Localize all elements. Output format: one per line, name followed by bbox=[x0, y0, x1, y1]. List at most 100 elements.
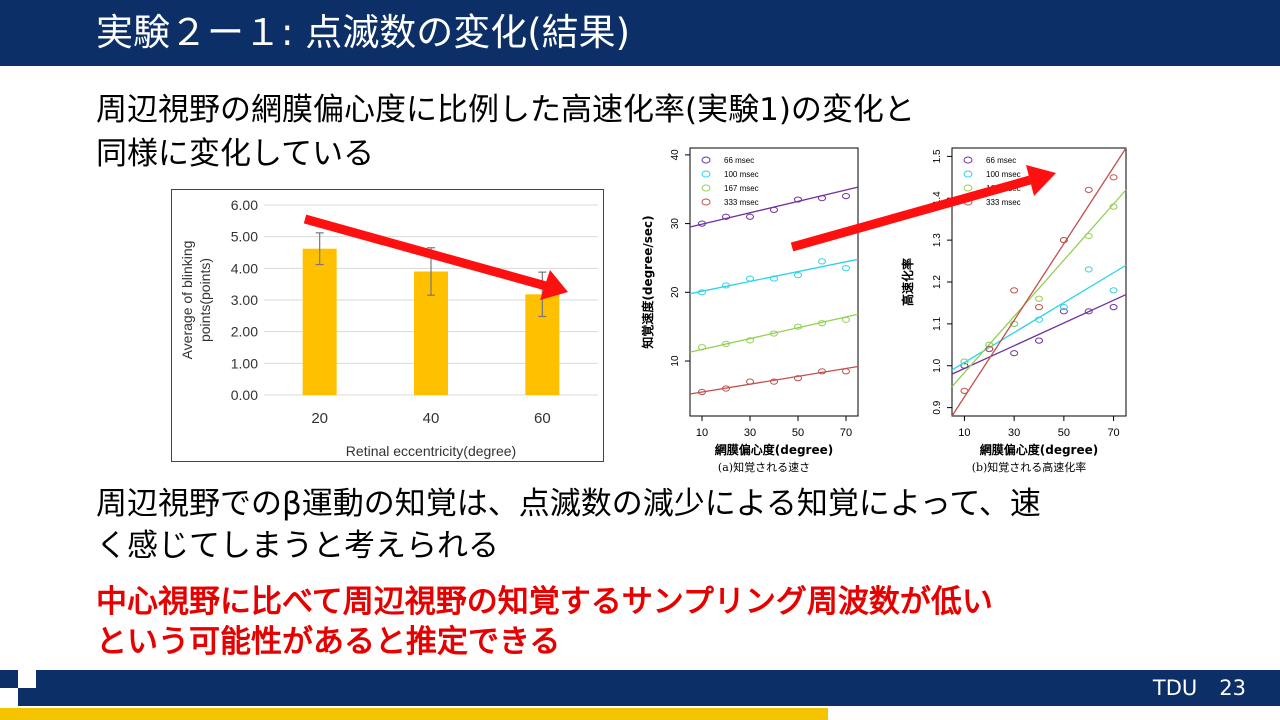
blinking-points-bar-chart: 0.00 1.00 2.00 3.00 4.00 5.00 6.00 20 40 60 Retina… bbox=[171, 189, 604, 462]
y-tick-label: 6.00 bbox=[231, 197, 258, 213]
x-axis-label: 網膜偏心度(degree) bbox=[980, 442, 1098, 457]
x-tick-label: 70 bbox=[840, 427, 852, 439]
data-point bbox=[1035, 304, 1043, 311]
x-tick-label: 70 bbox=[1107, 427, 1119, 439]
legend-marker bbox=[963, 156, 973, 164]
data-point bbox=[1059, 237, 1068, 244]
data-point bbox=[746, 378, 754, 385]
footer-accent-stripe bbox=[0, 708, 828, 720]
legend-marker bbox=[701, 198, 711, 206]
fit-line bbox=[951, 147, 1127, 417]
fit-line bbox=[689, 313, 859, 353]
page-number: 23 bbox=[1219, 676, 1246, 700]
data-point bbox=[698, 388, 706, 396]
data-point bbox=[1059, 304, 1068, 311]
slide-title: 実験２ー１: 点滅数の変化(結果) bbox=[96, 11, 631, 54]
data-point bbox=[746, 275, 754, 282]
data-point bbox=[770, 378, 778, 385]
data-point bbox=[842, 368, 850, 375]
data-point bbox=[698, 289, 706, 296]
y-tick-label: 2.00 bbox=[231, 324, 258, 340]
data-point bbox=[842, 193, 850, 200]
y-axis-label: points(points) bbox=[197, 258, 213, 342]
data-point bbox=[1035, 316, 1043, 323]
x-tick-label: 10 bbox=[958, 427, 970, 439]
legend-label: 100 msec bbox=[986, 170, 1021, 179]
x-tick-label: 40 bbox=[423, 410, 440, 427]
data-point bbox=[746, 337, 754, 344]
data-point bbox=[960, 387, 969, 394]
data-point bbox=[1109, 203, 1118, 210]
data-point bbox=[1084, 266, 1093, 273]
data-point bbox=[722, 385, 730, 392]
y-tick-label: 1.3 bbox=[932, 233, 943, 247]
data-point bbox=[794, 375, 802, 382]
y-axis-label: 知覚速度(degree/sec) bbox=[640, 215, 655, 349]
footer-square-decoration bbox=[0, 670, 18, 688]
y-tick-label: 1.2 bbox=[932, 275, 943, 289]
legend-label: 66 msec bbox=[724, 156, 754, 165]
data-point bbox=[1109, 287, 1118, 294]
y-tick-label: 4.00 bbox=[231, 260, 258, 276]
data-point bbox=[1109, 304, 1118, 311]
footer-bar bbox=[36, 670, 1280, 706]
data-point bbox=[698, 220, 706, 227]
y-tick-label: 0.9 bbox=[932, 400, 943, 414]
data-point bbox=[746, 213, 754, 220]
legend-label: 100 msec bbox=[724, 170, 759, 179]
data-point bbox=[842, 316, 850, 323]
interpretation-line1: 周辺視野でのβ運動の知覚は、点滅数の減少による知覚によって、速 bbox=[96, 486, 1041, 522]
legend-marker bbox=[963, 184, 973, 192]
data-point bbox=[1084, 308, 1093, 315]
finding-text-line2: 同様に変化している bbox=[96, 136, 375, 172]
finding-text-line1: 周辺視野の網膜偏心度に比例した高速化率(実験1)の変化と bbox=[96, 92, 915, 128]
data-point bbox=[818, 258, 826, 265]
legend-label: 167 msec bbox=[724, 184, 759, 193]
speedup-rate-scatter: 10 30 50 70 0.9 1.0 1.1 1.2 1.3 1.4 1.5 66 msec 100 … bbox=[900, 147, 1127, 474]
conclusion-line2: という可能性があると推定できる bbox=[96, 624, 561, 660]
x-tick-label: 50 bbox=[1058, 427, 1070, 439]
legend-marker bbox=[963, 198, 973, 206]
data-point bbox=[722, 340, 730, 347]
x-axis-label: Retinal eccentricity(degree) bbox=[346, 443, 516, 459]
y-axis-label-group: Average of blinking points(points) bbox=[179, 241, 213, 360]
conclusion-line1: 中心視野に比べて周辺視野の知覚するサンプリング周波数が低い bbox=[96, 584, 993, 620]
y-tick-label: 1.0 bbox=[932, 358, 943, 372]
y-tick-label: 10 bbox=[670, 355, 681, 367]
y-tick-label: 1.5 bbox=[932, 149, 943, 163]
legend-marker bbox=[701, 156, 711, 164]
figure-caption: (a)知覚される速さ bbox=[718, 460, 810, 474]
x-tick-label: 20 bbox=[311, 410, 328, 427]
bar bbox=[302, 248, 337, 395]
legend-label: 333 msec bbox=[986, 198, 1021, 207]
figure-caption: (b)知覚される高速化率 bbox=[972, 460, 1087, 474]
x-tick-label: 30 bbox=[744, 427, 756, 439]
data-point bbox=[1010, 287, 1019, 294]
fit-line bbox=[689, 258, 859, 295]
data-point bbox=[698, 344, 706, 351]
data-point bbox=[818, 320, 826, 327]
data-point bbox=[770, 275, 778, 282]
data-point bbox=[722, 213, 730, 220]
perceived-speed-scatter: 10 30 50 70 10 20 30 40 66 msec 100 msec 167 msec 3… bbox=[640, 147, 859, 474]
x-tick-label: 50 bbox=[792, 427, 804, 439]
data-point bbox=[1084, 186, 1093, 193]
data-point bbox=[1084, 232, 1093, 240]
fit-line bbox=[951, 189, 1127, 388]
y-axis-label: Average of blinking bbox=[179, 241, 195, 360]
x-tick-label: 10 bbox=[696, 427, 708, 439]
y-axis-label: 高速化率 bbox=[900, 258, 915, 306]
y-tick-label: 3.00 bbox=[231, 292, 258, 308]
y-tick-label: 1.4 bbox=[932, 191, 943, 205]
y-tick-label: 40 bbox=[670, 149, 681, 161]
data-point bbox=[794, 323, 802, 330]
footer-org: TDU bbox=[1152, 676, 1198, 700]
data-point bbox=[960, 358, 969, 365]
legend-label: 333 msec bbox=[724, 198, 759, 207]
data-point bbox=[1010, 350, 1019, 357]
y-tick-label: 1.00 bbox=[231, 355, 258, 371]
footer-info: TDU 23 bbox=[1131, 672, 1246, 704]
fit-line bbox=[951, 264, 1127, 371]
legend-marker bbox=[963, 170, 973, 178]
plot-frame bbox=[689, 147, 859, 417]
